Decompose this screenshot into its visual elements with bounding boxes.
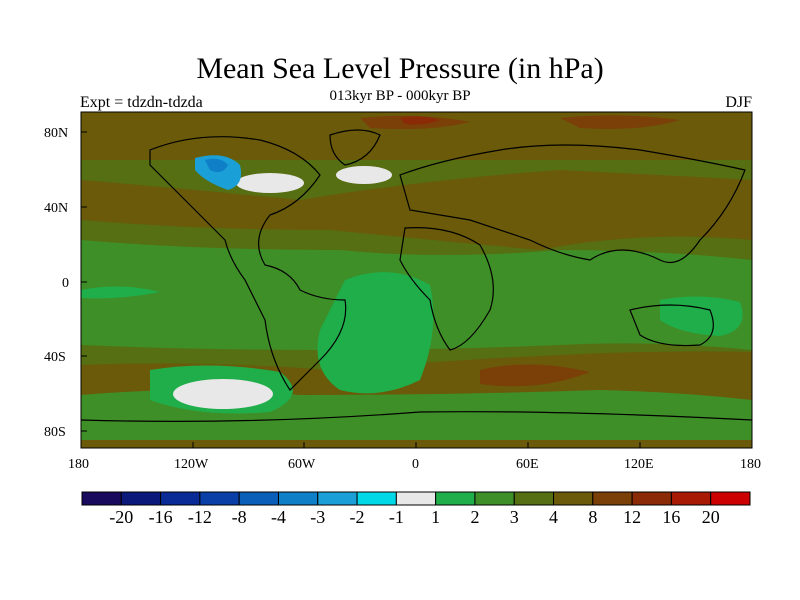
- laurentide-negative: [195, 155, 242, 190]
- colorbar-label: -2: [350, 507, 365, 527]
- colorbar-swatch: [435, 491, 476, 506]
- colorbar-label: -12: [188, 507, 212, 527]
- colorbar-label: -20: [109, 507, 133, 527]
- lat-tick-marks: [81, 131, 87, 432]
- lat-tick-80n: 80N: [44, 126, 68, 141]
- lon-tick-0: 0: [412, 457, 419, 472]
- colorbar-swatch: [395, 491, 437, 506]
- map-title: Mean Sea Level Pressure (in hPa): [196, 52, 604, 85]
- australia-outline: [629, 304, 714, 347]
- africa-outline: [399, 227, 494, 351]
- season-label: DJF: [725, 94, 752, 111]
- map-subtitle: 013kyr BP - 000kyr BP: [329, 88, 471, 104]
- americas-outline: [149, 136, 347, 391]
- colorbar-swatch: [317, 491, 358, 506]
- colorbar-swatch: [356, 491, 397, 506]
- colorbar-swatch: [199, 491, 240, 506]
- colorbar-label: 2: [470, 507, 479, 527]
- colorbar-swatch: [238, 491, 279, 506]
- arctic-peak: [400, 116, 440, 125]
- colorbar-label: -3: [310, 507, 325, 527]
- coastlines: [81, 129, 752, 422]
- map-panel: 80N 40N 0 40S 80S 180 120W 60W 0 60E 120…: [44, 111, 761, 472]
- pressure-field: [81, 112, 752, 448]
- lon-tick-120w: 120W: [174, 457, 209, 472]
- lon-tick-60w: 60W: [288, 457, 316, 472]
- colorbar-label: 20: [702, 507, 720, 527]
- colorbar-swatch: [160, 491, 201, 506]
- south-indian-strong-high: [480, 364, 590, 387]
- eurasia-outline: [399, 144, 746, 264]
- experiment-label: Expt = tdzdn-tdzda: [80, 94, 203, 111]
- lon-tick-120e: 120E: [624, 457, 654, 472]
- lon-tick-180-right: 180: [740, 457, 761, 472]
- lat-tick-80s: 80S: [44, 425, 66, 440]
- colorbar-label: 4: [549, 507, 558, 527]
- colorbar-swatch: [592, 491, 633, 506]
- hudson-neutral: [236, 173, 304, 193]
- colorbar-label: 1: [431, 507, 440, 527]
- lat-tick-40s: 40S: [44, 350, 66, 365]
- colorbar-label: -4: [271, 507, 286, 527]
- antarctica-outline: [81, 411, 752, 422]
- greenland-outline: [329, 129, 381, 166]
- siberia-strong-high: [560, 115, 680, 129]
- colorbar-swatch: [120, 491, 162, 506]
- lat-tick-40n: 40N: [44, 201, 68, 216]
- colorbar-swatch: [553, 491, 594, 506]
- lat-tick-0: 0: [62, 276, 69, 291]
- lon-tick-marks: [192, 442, 641, 448]
- colorbar-label: 8: [588, 507, 597, 527]
- colorbar-swatch: [710, 491, 751, 506]
- laurentide-negative-core: [205, 158, 228, 173]
- subtropical-high-north: [81, 170, 752, 250]
- australia-bright: [660, 296, 743, 336]
- colorbar-swatch: [631, 491, 672, 506]
- south-pacific-neutral: [173, 379, 273, 409]
- lon-tick-180-left: 180: [68, 457, 89, 472]
- colorbar-swatch: [513, 491, 555, 506]
- south-atlantic-bright: [317, 272, 434, 394]
- colorbar-label: 16: [662, 507, 680, 527]
- colorbar-label: 3: [510, 507, 519, 527]
- colorbar-swatch: [670, 491, 712, 506]
- colorbar: -20 -16 -12 -8 -4 -3 -2 -1 1 2 3 4 8 12 16 20: [81, 491, 751, 527]
- lon-tick-60e: 60E: [516, 457, 539, 472]
- colorbar-label: -1: [389, 507, 404, 527]
- colorbar-label: 12: [623, 507, 641, 527]
- colorbar-label: -16: [149, 507, 173, 527]
- east-pacific-bright: [81, 286, 160, 299]
- colorbar-swatch: [277, 491, 319, 506]
- colorbar-label: -8: [232, 507, 247, 527]
- colorbar-swatch: [474, 491, 515, 506]
- north-atlantic-neutral: [336, 166, 392, 184]
- colorbar-swatch: [81, 491, 122, 506]
